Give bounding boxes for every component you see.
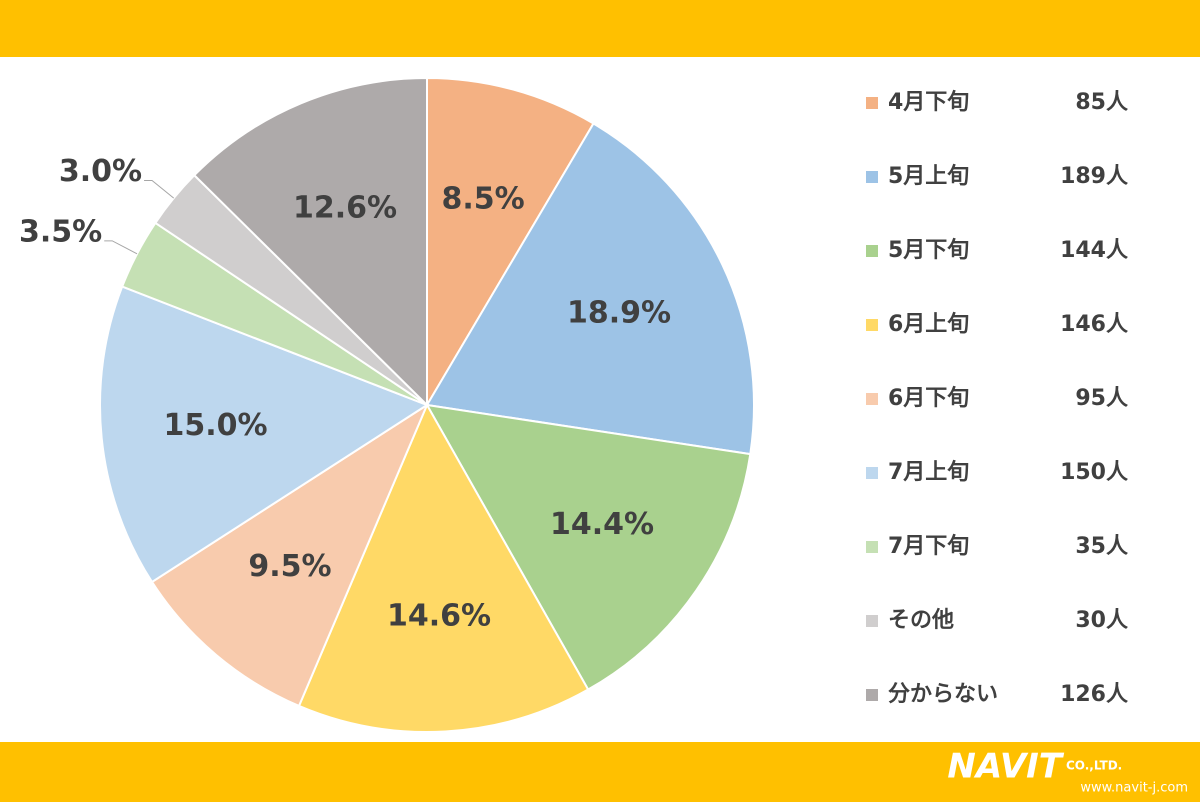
legend-count: 144人 (1060, 238, 1128, 263)
legend-count: 126人 (1060, 682, 1128, 707)
data-label: 14.4% (550, 507, 654, 542)
pie-slice (99, 285, 430, 584)
data-label: 15.0% (163, 408, 267, 443)
legend-label: 4月下旬 (888, 89, 969, 115)
pie-slice (425, 122, 755, 456)
data-label: 8.5% (441, 181, 524, 216)
legend-label: 6月下旬 (888, 385, 969, 411)
legend-label: その他 (888, 608, 954, 633)
data-label: 14.6% (387, 599, 491, 634)
legend-swatch (866, 97, 878, 109)
legend-count: 189人 (1060, 164, 1128, 189)
legend-label: 6月上旬 (888, 311, 969, 337)
legend-label: 分からない (888, 682, 998, 707)
data-label: 3.5% (19, 214, 102, 249)
legend-count: 35人 (1075, 534, 1128, 559)
legend-count: 150人 (1060, 460, 1128, 485)
legend-swatch (866, 689, 878, 701)
legend-swatch (866, 171, 878, 183)
legend-swatch (866, 319, 878, 331)
legend-label: 5月下旬 (888, 237, 969, 263)
pie-slice (297, 402, 590, 733)
legend-swatch (866, 467, 878, 479)
logo-suffix: CO.,LTD. (1066, 759, 1122, 773)
legend-label: 5月上旬 (888, 163, 969, 189)
pie-slice (150, 402, 430, 708)
pie-slice (425, 403, 752, 691)
leader-line (144, 179, 175, 199)
legend-count: 85人 (1075, 90, 1128, 115)
data-label: 12.6% (293, 190, 397, 225)
legend-label: 7月上旬 (888, 459, 969, 485)
pie-slice (192, 76, 428, 408)
leader-line (104, 240, 138, 255)
logo-name: NAVIT (947, 747, 1064, 787)
logo-url: www.navit-j.com (1080, 781, 1188, 796)
data-label: 3.0% (59, 154, 142, 189)
data-label: 9.5% (248, 549, 331, 584)
bottom-band (0, 742, 1200, 802)
legend-count: 146人 (1060, 312, 1128, 337)
legend-swatch (866, 615, 878, 627)
pie-slice (426, 76, 595, 409)
legend-count: 95人 (1075, 386, 1128, 411)
legend-label: 7月下旬 (888, 533, 969, 559)
top-band (0, 0, 1200, 57)
data-label: 18.9% (567, 295, 671, 330)
legend-swatch (866, 393, 878, 405)
legend-swatch (866, 541, 878, 553)
legend-count: 30人 (1075, 608, 1128, 633)
legend-swatch (866, 245, 878, 257)
